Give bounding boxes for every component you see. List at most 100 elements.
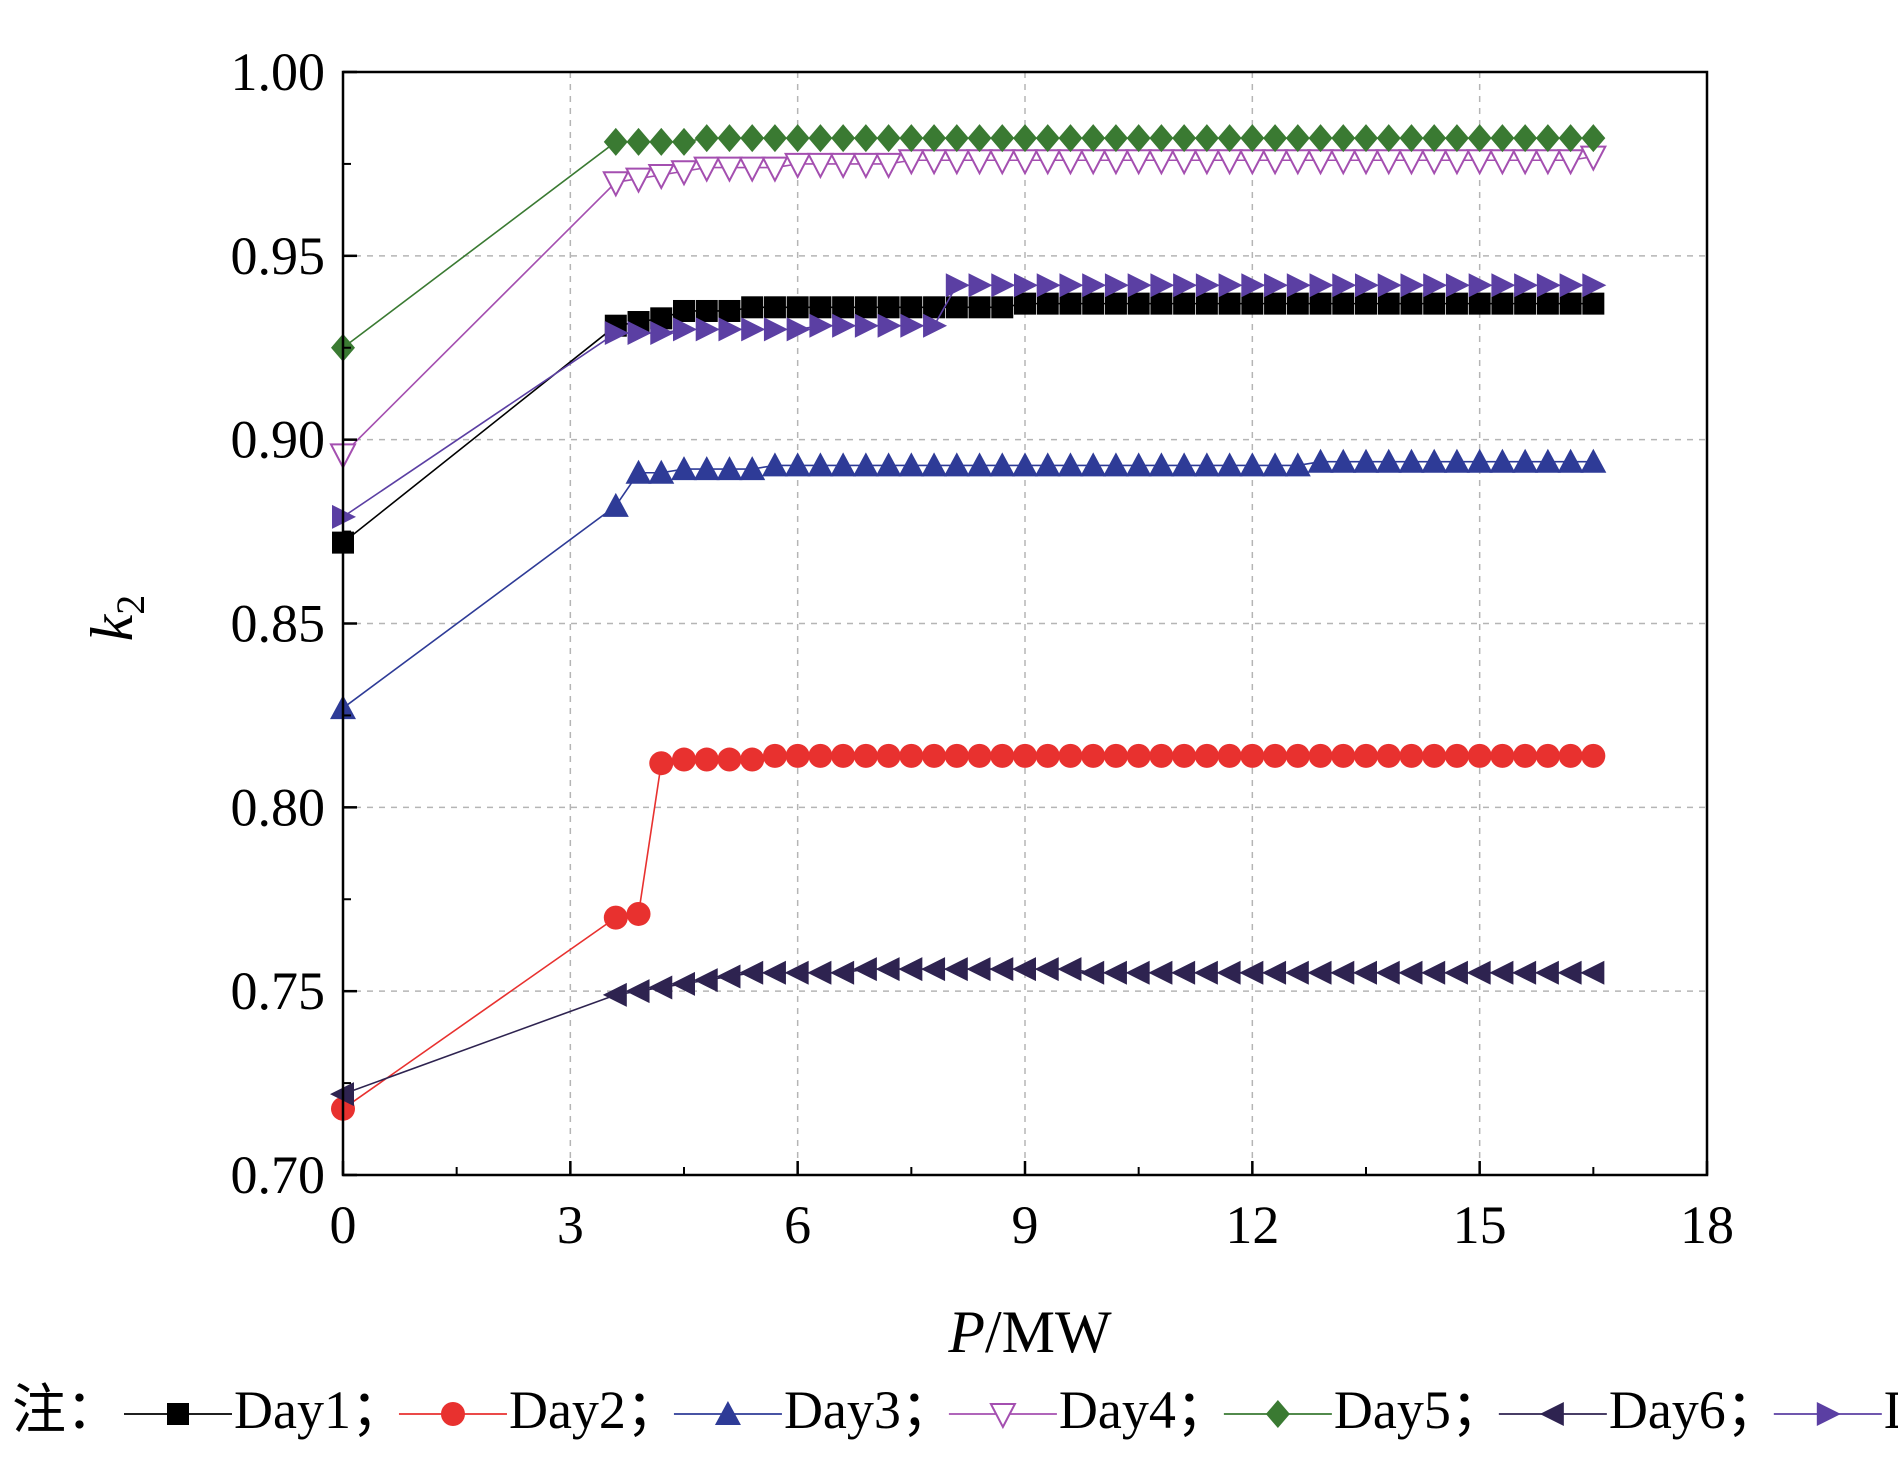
data-point bbox=[1264, 292, 1287, 315]
data-point bbox=[1580, 960, 1605, 985]
data-point bbox=[1263, 743, 1288, 768]
data-point bbox=[1468, 292, 1491, 315]
data-point bbox=[1535, 743, 1560, 768]
data-point bbox=[1194, 743, 1219, 768]
data-point bbox=[900, 296, 923, 319]
data-point bbox=[740, 124, 765, 153]
data-point bbox=[876, 743, 901, 768]
data-point bbox=[761, 156, 789, 183]
data-point bbox=[1059, 273, 1084, 298]
data-point bbox=[693, 156, 721, 183]
data-point bbox=[1148, 960, 1173, 985]
data-point bbox=[603, 905, 628, 930]
data-point bbox=[967, 124, 992, 153]
data-point bbox=[830, 452, 857, 477]
legend-marker bbox=[1265, 1400, 1290, 1428]
data-point bbox=[1398, 448, 1425, 473]
data-point bbox=[1171, 452, 1198, 477]
data-point bbox=[1467, 743, 1492, 768]
data-point bbox=[991, 296, 1014, 319]
data-point bbox=[1014, 292, 1036, 315]
data-point bbox=[1173, 273, 1198, 298]
data-point bbox=[1127, 292, 1150, 315]
data-point bbox=[988, 149, 1016, 176]
data-point bbox=[1306, 149, 1335, 176]
data-point bbox=[968, 273, 993, 298]
data-point bbox=[1104, 273, 1129, 298]
data-point bbox=[1081, 124, 1106, 153]
data-point bbox=[943, 452, 970, 477]
data-point bbox=[1218, 273, 1243, 298]
data-point bbox=[1375, 960, 1400, 985]
y-tick-label: 0.75 bbox=[231, 961, 326, 1021]
legend-item-day4: Day4； bbox=[948, 1380, 1230, 1440]
data-point bbox=[1150, 273, 1175, 298]
data-point bbox=[1491, 273, 1516, 298]
data-point bbox=[717, 124, 742, 153]
y-axis-subscript: 2 bbox=[108, 595, 153, 615]
series-day3 bbox=[330, 448, 1607, 720]
data-point bbox=[1534, 149, 1562, 176]
data-point bbox=[1309, 273, 1334, 298]
x-tick-label: 15 bbox=[1453, 1195, 1507, 1255]
data-point bbox=[1377, 273, 1402, 298]
data-point bbox=[945, 273, 970, 298]
data-point bbox=[806, 152, 835, 180]
legend-label: Day2 bbox=[509, 1380, 626, 1440]
series-line bbox=[342, 460, 1594, 709]
data-point bbox=[1170, 149, 1198, 176]
data-point bbox=[1467, 124, 1492, 153]
data-point bbox=[1488, 149, 1517, 176]
data-point bbox=[1422, 124, 1447, 153]
data-point bbox=[1240, 124, 1265, 153]
data-point bbox=[899, 743, 924, 768]
data-point bbox=[648, 975, 673, 1000]
data-point bbox=[807, 452, 834, 477]
legend-marker bbox=[1816, 1402, 1841, 1426]
data-point bbox=[1172, 124, 1197, 153]
data-point bbox=[602, 982, 627, 1007]
data-point bbox=[670, 160, 698, 187]
data-point bbox=[1036, 273, 1061, 298]
data-point bbox=[1491, 292, 1514, 315]
tick-marks bbox=[341, 70, 1709, 1177]
data-point bbox=[923, 313, 948, 338]
data-point bbox=[1034, 957, 1059, 982]
data-point bbox=[1102, 149, 1130, 176]
data-point bbox=[1514, 273, 1539, 298]
data-point bbox=[624, 167, 653, 194]
data-point bbox=[1489, 448, 1516, 473]
data-point bbox=[1444, 124, 1469, 153]
data-point bbox=[1216, 960, 1241, 985]
data-point bbox=[739, 960, 764, 985]
data-point bbox=[1148, 452, 1175, 477]
data-point bbox=[693, 968, 718, 993]
data-point bbox=[1309, 292, 1332, 315]
data-point bbox=[899, 124, 924, 153]
data-point bbox=[1557, 448, 1584, 473]
data-point bbox=[1125, 149, 1153, 176]
data-point bbox=[1353, 448, 1379, 473]
data-point bbox=[1284, 149, 1312, 176]
data-point bbox=[602, 171, 630, 198]
data-point bbox=[1193, 960, 1218, 985]
data-point bbox=[966, 452, 993, 477]
series-line bbox=[342, 284, 1594, 518]
data-point bbox=[1056, 149, 1085, 176]
data-point bbox=[1079, 149, 1107, 176]
data-point bbox=[1375, 149, 1403, 176]
data-point bbox=[1034, 452, 1061, 477]
data-point bbox=[1195, 273, 1220, 298]
x-tick-label: 3 bbox=[557, 1195, 584, 1255]
data-point bbox=[1557, 960, 1582, 985]
data-point bbox=[968, 296, 991, 319]
data-point bbox=[671, 971, 695, 996]
data-point bbox=[1012, 957, 1036, 982]
data-point bbox=[1034, 149, 1062, 176]
data-point bbox=[965, 149, 994, 176]
data-point bbox=[1490, 743, 1515, 768]
series-line bbox=[342, 302, 1594, 544]
data-point bbox=[1125, 960, 1150, 985]
data-point bbox=[1556, 149, 1585, 176]
data-point bbox=[1398, 960, 1423, 985]
